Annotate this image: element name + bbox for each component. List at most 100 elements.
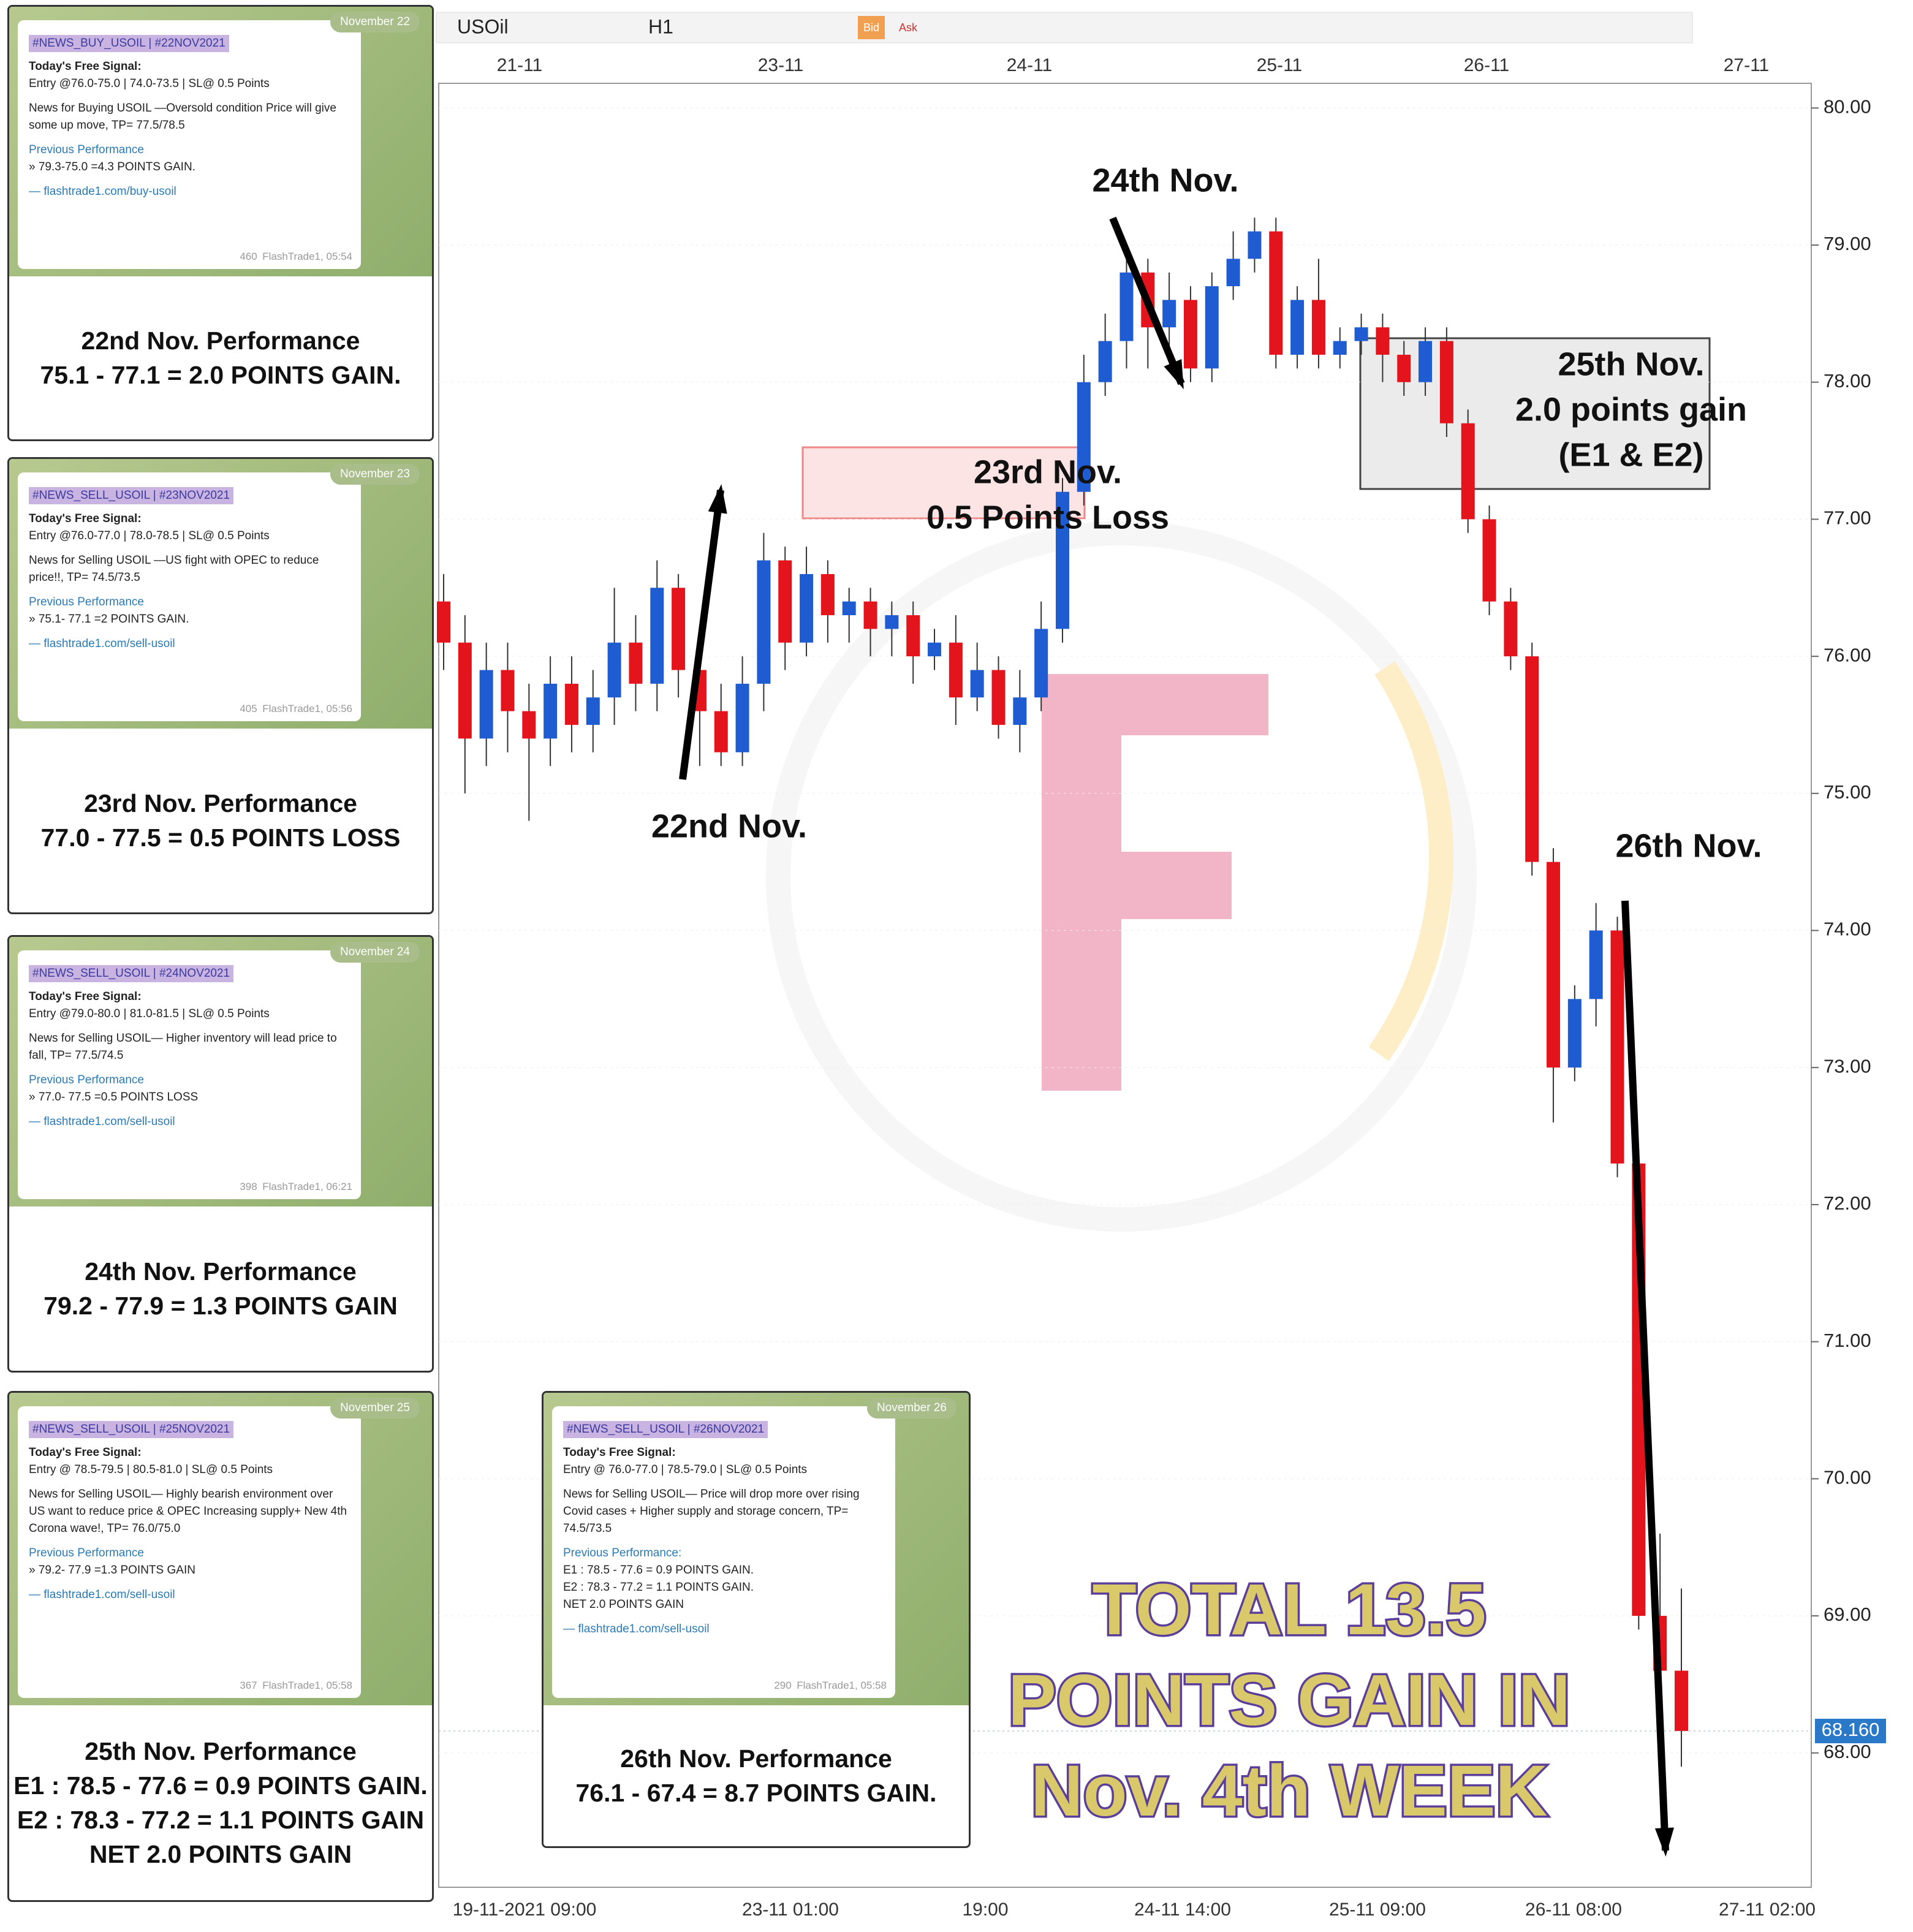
- candle-body: [650, 588, 664, 684]
- candle-body: [672, 588, 685, 670]
- date-pill: November 22: [330, 12, 420, 32]
- link: — flashtrade1.com/sell-usoil: [563, 1621, 884, 1638]
- candle-body: [1248, 232, 1261, 259]
- x-bottom-label: 24-11 14:00: [1134, 1900, 1231, 1920]
- author-time: FlashTrade1, 05:58: [262, 1680, 352, 1691]
- hashtag: #NEWS_BUY_USOIL | #22NOV2021: [29, 35, 229, 52]
- link: — flashtrade1.com/sell-usoil: [29, 1113, 350, 1131]
- candle-body: [1162, 300, 1176, 327]
- candle-body: [1269, 232, 1282, 355]
- news: News for Buying USOIL —Oversold conditio…: [29, 100, 350, 134]
- spacer: [257, 1181, 263, 1192]
- link: — flashtrade1.com/sell-usoil: [29, 1586, 350, 1604]
- candle-body: [778, 561, 792, 643]
- x-bottom-label: 25-11 09:00: [1329, 1900, 1426, 1920]
- caption: 25th Nov. PerformanceE1 : 78.5 - 77.6 = …: [9, 1705, 432, 1900]
- previous-title: Previous Performance:: [563, 1545, 884, 1562]
- candle-body: [1290, 300, 1304, 354]
- candle-body: [843, 602, 856, 615]
- candle-body: [1675, 1671, 1688, 1731]
- candle-body: [1483, 519, 1496, 601]
- bid-label[interactable]: Bid: [863, 21, 879, 34]
- x-top-label: 25-11: [1257, 55, 1303, 75]
- candle-body: [1589, 931, 1603, 999]
- meta: 367 FlashTrade1, 05:58: [240, 1677, 352, 1694]
- x-top-label: 26-11: [1464, 55, 1510, 75]
- headline: Nov. 4th WEEK: [1031, 1751, 1548, 1832]
- candle-body: [885, 615, 898, 629]
- caption-line: 76.1 - 67.4 = 8.7 POINTS GAIN.: [575, 1776, 936, 1810]
- signal-title: Today's Free Signal:: [563, 1444, 884, 1461]
- y-tick-label: 71.00: [1824, 1330, 1871, 1351]
- candle-body: [800, 574, 813, 643]
- symbol[interactable]: USOil: [457, 15, 509, 37]
- candle-body: [906, 615, 920, 656]
- previous-line: » 77.0- 77.5 =0.5 POINTS LOSS: [29, 1089, 350, 1106]
- candle-body: [437, 602, 450, 643]
- previous-line: » 79.2- 77.9 =1.3 POINTS GAIN: [29, 1562, 350, 1579]
- news: News for Selling USOIL —US fight with OP…: [29, 552, 350, 586]
- annotation: 26th Nov.: [1615, 827, 1762, 864]
- author-time: FlashTrade1, 06:21: [262, 1181, 352, 1192]
- hashtag: #NEWS_SELL_USOIL | #23NOV2021: [29, 487, 233, 504]
- candle-body: [1504, 602, 1517, 656]
- watermark-f: [1042, 674, 1268, 1091]
- candle-body: [1355, 327, 1368, 341]
- toolbar: [436, 12, 1692, 43]
- arrow-head: [1655, 1828, 1674, 1857]
- candle-body: [458, 643, 472, 739]
- candle-body: [501, 670, 514, 711]
- y-tick-label: 73.00: [1824, 1055, 1871, 1077]
- candle-body: [1419, 341, 1432, 382]
- page: USOil H1 Bid Ask 68.0069.0070.0071.0072.…: [0, 0, 1913, 1932]
- y-tick-label: 80.00: [1824, 96, 1871, 117]
- spacer: [257, 1680, 263, 1691]
- timeframe[interactable]: H1: [648, 15, 673, 37]
- previous-title: Previous Performance: [29, 1072, 350, 1089]
- caption-line: 24th Nov. Performance: [85, 1254, 357, 1289]
- annotation: 24th Nov.: [1092, 162, 1238, 199]
- candle-body: [757, 561, 770, 684]
- candle-body: [1568, 999, 1582, 1067]
- ask-label[interactable]: Ask: [899, 21, 918, 34]
- candle-body: [1205, 286, 1219, 368]
- y-tick-label: 74.00: [1824, 919, 1871, 940]
- x-bottom-label: 19-11-2021 09:00: [453, 1900, 597, 1920]
- previous-line: NET 2.0 POINTS GAIN: [563, 1596, 884, 1613]
- previous-line: » 79.3-75.0 =4.3 POINTS GAIN.: [29, 159, 350, 176]
- candle-body: [586, 697, 600, 725]
- candle-body: [1013, 697, 1026, 725]
- annotation: 22nd Nov.: [651, 808, 807, 844]
- x-top-label: 23-11: [758, 55, 804, 75]
- spacer: [257, 703, 263, 714]
- y-tick-label: 69.00: [1824, 1604, 1871, 1625]
- caption-line: 79.2 - 77.9 = 1.3 POINTS GAIN: [44, 1289, 398, 1323]
- headline: TOTAL 13.5: [1093, 1569, 1487, 1650]
- caption-line: 22nd Nov. Performance: [81, 324, 360, 358]
- caption-line: 23rd Nov. Performance: [84, 786, 357, 820]
- message-card: #NEWS_SELL_USOIL | #24NOV2021Today's Fre…: [9, 937, 432, 1207]
- message-bubble: #NEWS_BUY_USOIL | #22NOV2021Today's Free…: [18, 20, 361, 269]
- signal-panel: #NEWS_SELL_USOIL | #26NOV2021Today's Fre…: [542, 1391, 971, 1848]
- candle-body: [1227, 259, 1240, 286]
- caption-line: 26th Nov. Performance: [620, 1741, 892, 1776]
- entry: Entry @ 78.5-79.5 | 80.5-81.0 | SL@ 0.5 …: [29, 1461, 350, 1479]
- candle-body: [864, 602, 877, 629]
- y-tick-label: 79.00: [1824, 233, 1871, 254]
- previous-line: E1 : 78.5 - 77.6 = 0.9 POINTS GAIN.: [563, 1562, 884, 1579]
- x-top-label: 21-11: [497, 55, 543, 75]
- x-bottom-label: 23-11 01:00: [742, 1900, 839, 1920]
- x-bottom-label: 27-11 02:00: [1719, 1900, 1816, 1920]
- candle-body: [1547, 862, 1560, 1068]
- candle-body: [736, 684, 749, 752]
- entry: Entry @ 76.0-77.0 | 78.5-79.0 | SL@ 0.5 …: [563, 1461, 884, 1479]
- x-top-label: 24-11: [1007, 55, 1053, 75]
- candle-body: [522, 711, 536, 739]
- y-tick-label: 68.00: [1824, 1741, 1871, 1762]
